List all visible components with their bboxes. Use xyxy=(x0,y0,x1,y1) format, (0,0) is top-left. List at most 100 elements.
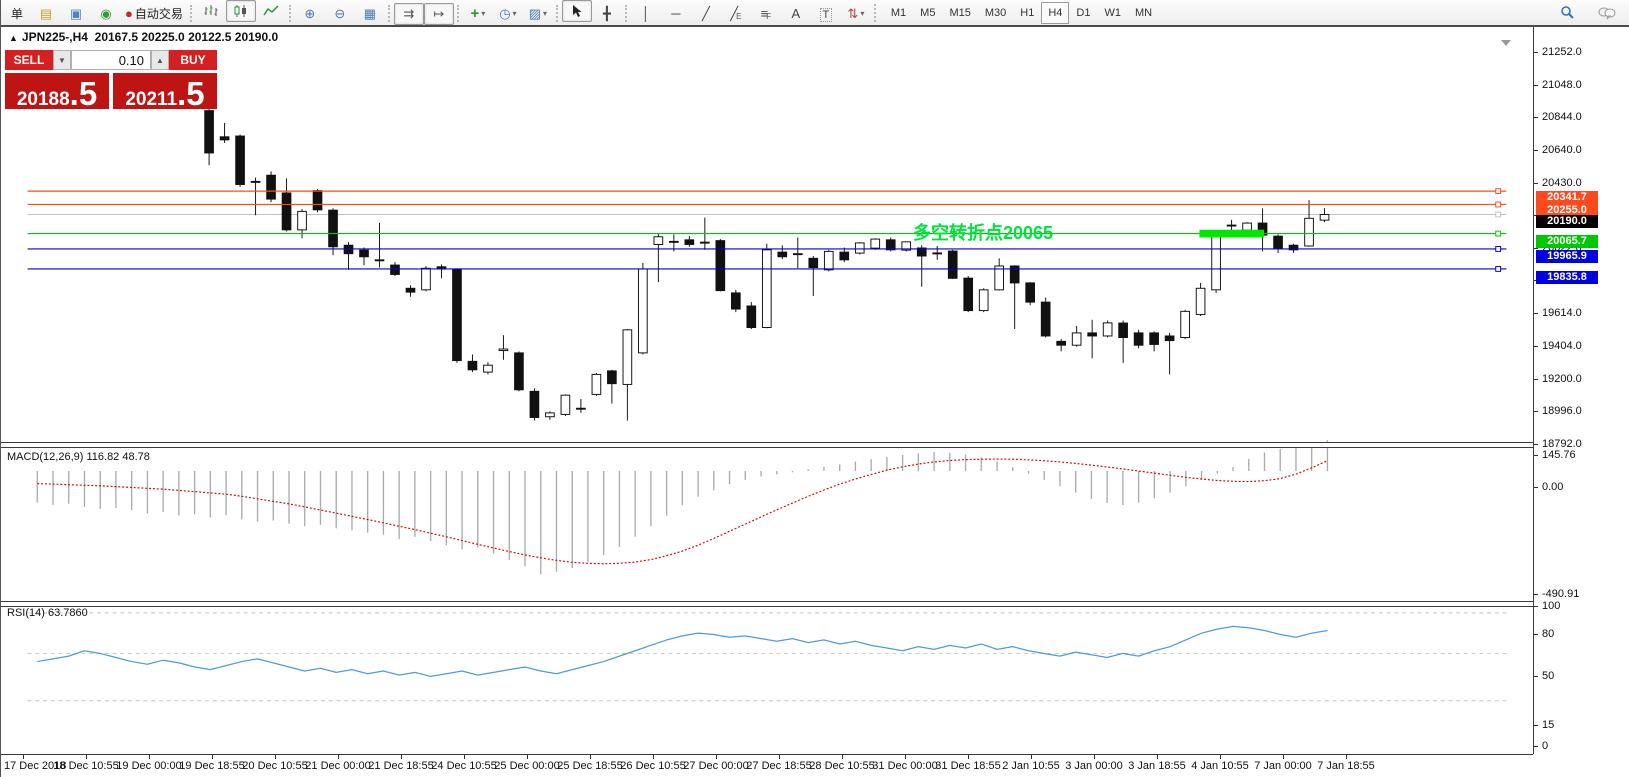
bull-candle xyxy=(823,250,834,271)
horizontal-line-button[interactable]: ─ xyxy=(671,5,681,21)
price-tick-label: 19200.0 xyxy=(1542,372,1582,385)
period-button-dropdown-icon[interactable]: ▾ xyxy=(512,9,517,18)
bear-candle xyxy=(204,110,214,154)
arrows-button-dropdown-icon[interactable]: ▾ xyxy=(860,9,865,18)
add-indicator-button[interactable]: + ▾ xyxy=(470,4,486,22)
bear-candle xyxy=(916,247,927,257)
time-tick-label: 18 Dec 10:55 xyxy=(53,760,119,772)
cursor-button[interactable] xyxy=(561,0,592,22)
tile-windows-button[interactable]: ▦ xyxy=(363,5,377,21)
zoom-out-button[interactable]: ⊖ xyxy=(334,5,346,21)
volume-decrease-button[interactable]: ▼ xyxy=(53,50,71,70)
timeframe-h4-button[interactable]: H4 xyxy=(1041,1,1070,24)
chart-shift-button[interactable]: ↦ xyxy=(423,2,454,25)
time-tick-label: 20 Dec 10:55 xyxy=(242,760,308,772)
line-handle[interactable] xyxy=(1495,246,1502,252)
time-tick-mark xyxy=(716,755,717,759)
timeframe-m1-button[interactable]: M1 xyxy=(890,6,907,19)
time-tick-label: 28 Dec 10:55 xyxy=(809,760,875,772)
line-handle[interactable] xyxy=(1495,211,1502,218)
bear-candle xyxy=(266,174,276,200)
time-tick-label: 21 Dec 00:00 xyxy=(305,760,371,772)
time-tick-mark xyxy=(86,755,87,759)
sell-price-pips: .5 xyxy=(69,75,98,112)
timeframe-mn-button[interactable]: MN xyxy=(1134,6,1153,19)
line-handle[interactable] xyxy=(1495,201,1502,208)
bear-candle xyxy=(452,269,462,362)
trendline-button[interactable]: ╱ xyxy=(701,5,710,21)
timeframe-m15-button[interactable]: M15 xyxy=(949,6,971,19)
timeframe-d1-button[interactable]: D1 xyxy=(1076,6,1091,19)
bear-candle xyxy=(328,209,338,248)
bear-candle xyxy=(576,407,586,410)
time-tick-mark xyxy=(1094,755,1095,759)
volume-increase-button[interactable]: ▲ xyxy=(151,50,169,70)
timeframe-h1-button[interactable]: H1 xyxy=(1020,6,1035,19)
timeframe-w1-button[interactable]: W1 xyxy=(1104,6,1121,19)
text-button[interactable]: A xyxy=(791,5,801,21)
signal-icon[interactable]: ◉ xyxy=(100,5,112,21)
fibonacci-button[interactable]: ≡ F xyxy=(760,5,772,21)
chart-canvas[interactable] xyxy=(1,27,1533,777)
line-handle[interactable] xyxy=(1495,188,1502,195)
autotrading-button[interactable]: ● 自动交易 xyxy=(125,5,183,21)
vertical-line-button[interactable]: │ xyxy=(641,5,650,21)
bar-chart-button[interactable] xyxy=(196,0,226,22)
price-tick-mark xyxy=(1534,346,1538,348)
macd-label: MACD(12,26,9) 116.82 48.78 xyxy=(7,451,150,463)
price-tick-label: 18996.0 xyxy=(1542,405,1582,418)
line-handle[interactable] xyxy=(1495,230,1502,237)
channel-button[interactable]: ╱ E xyxy=(730,5,742,22)
time-tick-mark xyxy=(590,755,591,759)
price-tick-mark xyxy=(1534,378,1538,380)
price-axis[interactable]: 21252.021048.020844.020640.020430.020226… xyxy=(1533,27,1629,754)
period-button[interactable]: ◷ ▾ xyxy=(499,5,517,21)
sell-button[interactable]: SELL xyxy=(5,50,53,70)
crosshair-button[interactable]: ╋ xyxy=(602,5,611,21)
bull-candle xyxy=(994,265,1005,291)
bull-candle xyxy=(1211,230,1221,291)
main-macd-separator[interactable] xyxy=(1,442,1533,448)
chart-shift-marker-icon[interactable] xyxy=(1501,40,1511,46)
timeframe-m30-button[interactable]: M30 xyxy=(984,6,1007,19)
add-indicator-button-dropdown-icon[interactable]: ▾ xyxy=(481,8,486,18)
bear-candle xyxy=(374,259,385,262)
bear-candle xyxy=(1164,335,1175,342)
bear-candle xyxy=(1149,332,1159,345)
candlestick-chart-button[interactable] xyxy=(225,0,256,22)
collapse-icon[interactable]: ▲ xyxy=(9,33,18,43)
chat-icon[interactable] xyxy=(1592,2,1622,24)
data-window-icon[interactable]: ▣ xyxy=(69,5,83,21)
bull-candle xyxy=(250,180,261,183)
search-icon[interactable] xyxy=(1552,2,1582,24)
auto-scroll-button[interactable]: ⇉ xyxy=(393,2,424,25)
sell-price-panel[interactable]: 20188.5 xyxy=(5,73,109,112)
buy-button[interactable]: BUY xyxy=(169,50,217,70)
template-button-dropdown-icon[interactable]: ▾ xyxy=(543,9,548,18)
template-button[interactable]: ▨ ▾ xyxy=(528,5,548,21)
new-order-button[interactable]: 单 xyxy=(10,6,23,21)
time-axis[interactable]: 17 Dec 2018 18 Dec 10:55 19 Dec 00:00 19 De… xyxy=(1,754,1533,777)
bull-candle xyxy=(1071,332,1082,346)
price-tick-mark xyxy=(1534,182,1538,184)
chart-text-annotation[interactable]: 多空转折点20065 xyxy=(913,223,1054,243)
label-button[interactable]: T xyxy=(811,4,841,26)
bear-candle xyxy=(839,251,850,261)
highlight-zone[interactable] xyxy=(1199,229,1265,238)
arrows-button[interactable]: ⇅ ▾ xyxy=(847,5,865,21)
price-tick-label: 21048.0 xyxy=(1542,78,1582,91)
timeframe-m5-button[interactable]: M5 xyxy=(920,6,936,19)
time-tick-label: 19 Dec 00:00 xyxy=(116,760,182,772)
buy-price-panel[interactable]: 20211.5 xyxy=(113,73,217,112)
bull-candle xyxy=(1242,222,1252,231)
line-chart-button[interactable] xyxy=(256,0,286,22)
charts-icon[interactable]: ▤ xyxy=(39,5,53,21)
macd-rsi-separator[interactable] xyxy=(1,601,1533,607)
volume-input[interactable]: 0.10 xyxy=(71,50,151,70)
bull-candle xyxy=(638,268,648,354)
line-handle[interactable] xyxy=(1495,266,1502,272)
rsi-tick-mark xyxy=(1534,634,1538,635)
buy-price-pips: .5 xyxy=(177,75,205,112)
main-toolbar: 单 ▤ ▣ ◉ ● 自动交易 ⊕ ⊖ ▦ ⇉ ↦ + ▾ ◷ ▾ ▨ ▾ ╋ │ ─ ╱ ╱ E ≡ F A T ⇅ ▾ M1 M5 M15… xyxy=(1,0,1629,27)
zoom-in-button[interactable]: ⊕ xyxy=(304,5,316,21)
